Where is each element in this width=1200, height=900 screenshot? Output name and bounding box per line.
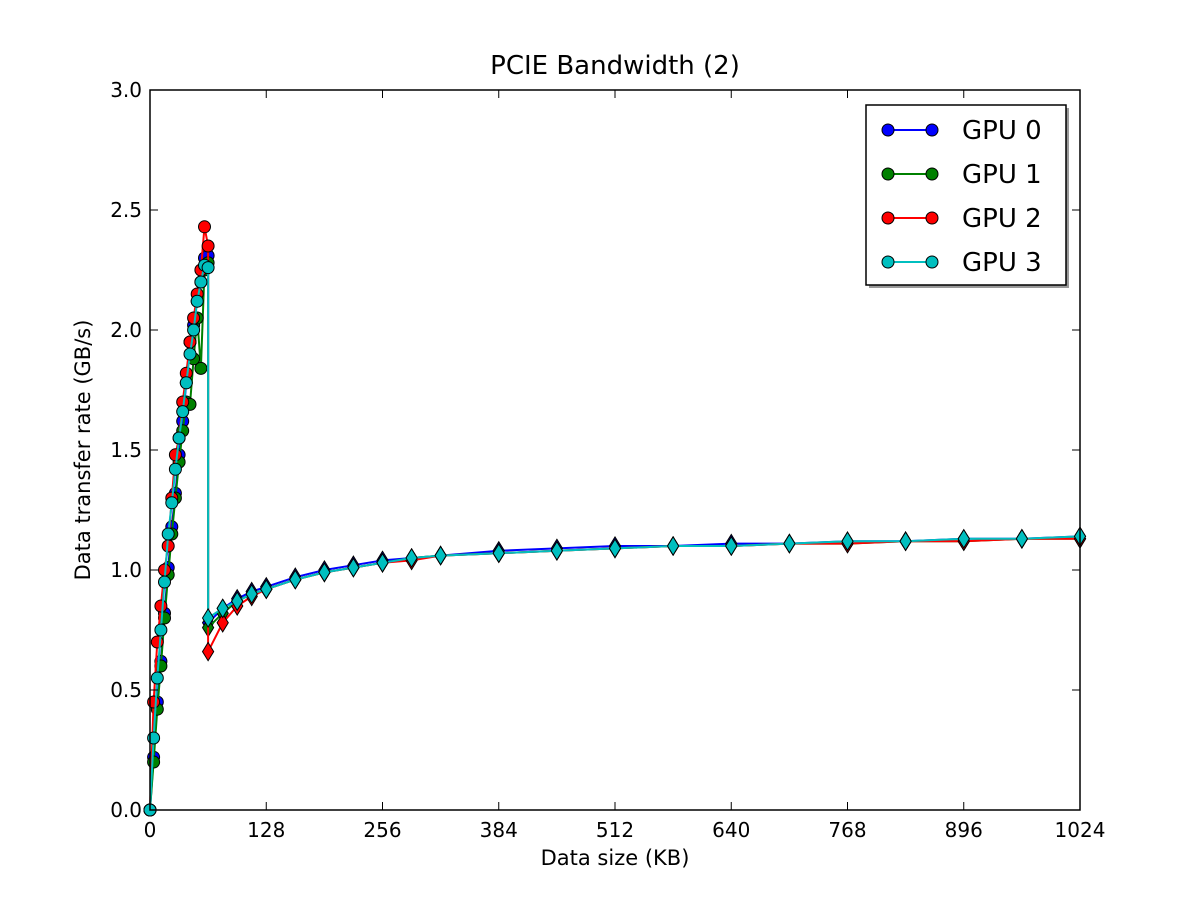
legend: GPU 0 GPU 1 GPU 2 GPU 3 [865, 104, 1069, 288]
data-point [150, 671, 164, 685]
legend-entry: GPU 0 [881, 116, 1042, 146]
data-point [608, 538, 622, 559]
x-tick-label: 512 [596, 818, 634, 842]
y-tick-label: 0.5 [110, 678, 142, 702]
legend-marker [925, 211, 939, 225]
data-point [194, 275, 208, 289]
data-point [260, 579, 273, 600]
data-point [150, 635, 164, 649]
data-point [161, 527, 175, 541]
data-point [176, 405, 190, 419]
legend-marker [925, 167, 939, 181]
data-point [245, 583, 258, 605]
data-point [550, 540, 564, 561]
data-point [154, 599, 168, 613]
x-tick-label: 128 [247, 818, 285, 842]
data-point [492, 543, 505, 564]
legend-box [865, 104, 1067, 286]
x-tick-label: 256 [363, 818, 401, 842]
data-point [172, 431, 186, 445]
data-point [190, 294, 204, 308]
legend-entry: GPU 3 [881, 248, 1042, 278]
y-tick-label: 3.0 [110, 78, 142, 102]
data-point [347, 557, 360, 578]
y-tick-label: 0.0 [110, 798, 142, 822]
legend-label: GPU 1 [962, 160, 1042, 190]
legend-label: GPU 2 [962, 204, 1042, 234]
legend-marker [881, 167, 895, 181]
y-tick-label: 1.0 [110, 558, 142, 582]
data-point [318, 562, 331, 583]
data-point [434, 545, 447, 566]
data-point [179, 376, 193, 390]
x-tick-label: 1024 [1055, 818, 1106, 842]
data-point [957, 528, 970, 549]
data-point [666, 535, 680, 557]
y-axis-label: Data transfer rate (GB/s) [71, 320, 95, 581]
data-point [201, 261, 215, 275]
data-point [1015, 528, 1029, 549]
legend-marker [881, 255, 895, 269]
y-tick-label: 2.0 [110, 318, 142, 342]
data-point [168, 448, 182, 462]
data-point [154, 623, 168, 637]
data-point [216, 612, 229, 633]
x-axis-label: Data size (KB) [541, 846, 690, 870]
legend-marker [925, 123, 939, 137]
data-point [165, 496, 179, 510]
legend-entry: GPU 2 [881, 204, 1042, 234]
data-point [725, 535, 738, 557]
data-point [187, 323, 201, 337]
y-tick-label: 2.5 [110, 198, 142, 222]
data-point [841, 531, 854, 552]
legend-label: GPU 3 [962, 248, 1042, 278]
data-point [216, 598, 229, 619]
data-point [783, 533, 796, 554]
data-point [289, 569, 302, 590]
data-point [201, 641, 215, 662]
data-point [899, 531, 912, 552]
data-point [405, 547, 418, 569]
x-tick-label: 896 [945, 818, 983, 842]
data-point [183, 347, 197, 361]
data-point [183, 335, 197, 349]
data-point [198, 220, 211, 234]
legend-label: GPU 0 [962, 116, 1042, 146]
chart-title: PCIE Bandwidth (2) [490, 51, 740, 81]
legend-marker [881, 211, 895, 225]
data-point [231, 591, 244, 612]
x-tick-label: 768 [828, 818, 866, 842]
data-point [168, 462, 182, 476]
data-point [201, 607, 215, 629]
x-tick-label: 384 [480, 818, 518, 842]
legend-entry: GPU 1 [881, 160, 1042, 190]
data-point [194, 361, 208, 375]
axis-layer: 0 128 256 384 512 640 768 896 1024 0.0 0.5 1.0 1.5 2.… [110, 78, 1105, 842]
x-tick-label: 0 [144, 818, 157, 842]
data-point [158, 575, 171, 589]
legend-marker [881, 123, 895, 137]
data-point [201, 239, 215, 253]
x-tick-label: 640 [712, 818, 750, 842]
data-point [376, 552, 389, 573]
legend-marker [925, 255, 939, 269]
y-tick-label: 1.5 [110, 438, 142, 462]
